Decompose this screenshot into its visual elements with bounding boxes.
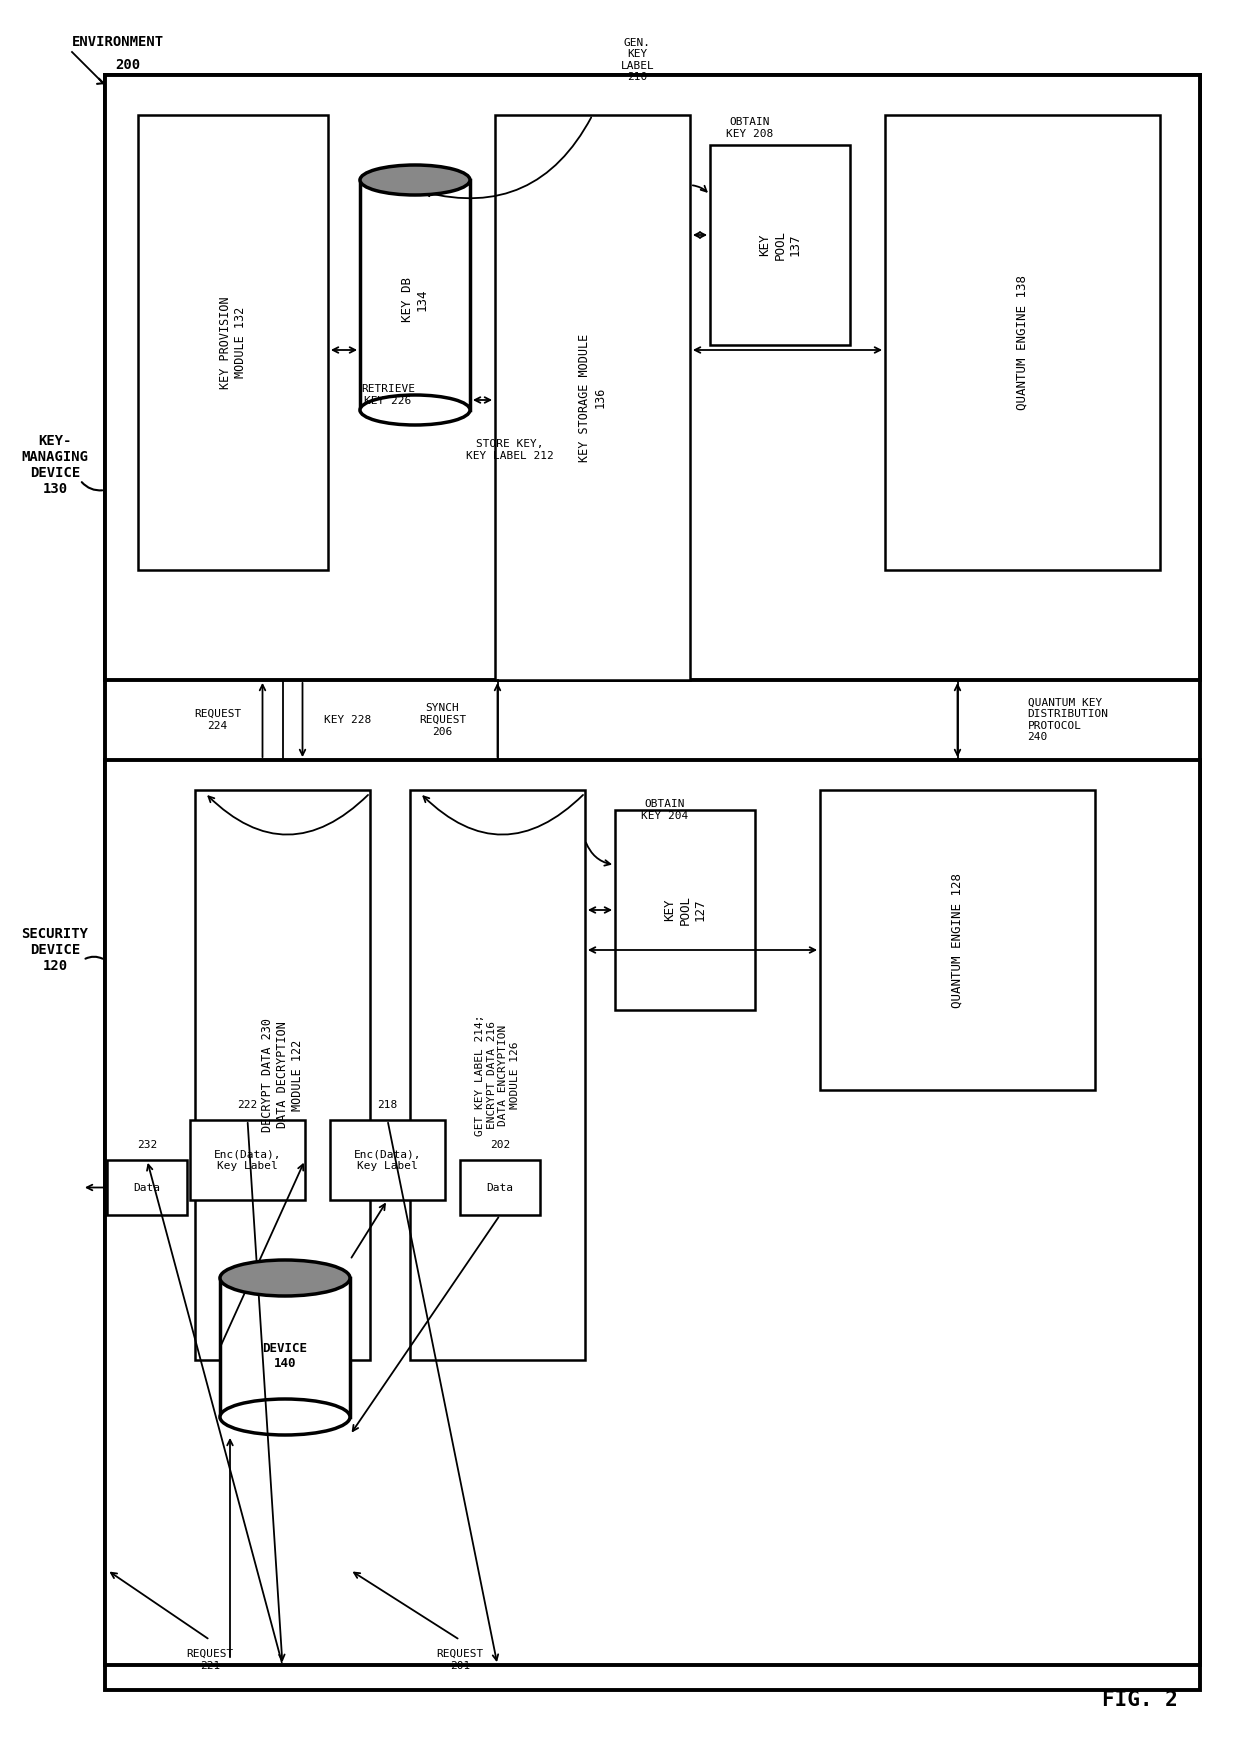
- Bar: [495, 116, 689, 679]
- Bar: [190, 1121, 305, 1199]
- Text: OBTAIN
KEY 204: OBTAIN KEY 204: [641, 798, 688, 821]
- Text: GEN.
KEY
LABEL
210: GEN. KEY LABEL 210: [621, 37, 655, 82]
- Text: DEVICE
140: DEVICE 140: [263, 1341, 308, 1369]
- Text: QUANTUM KEY
DISTRIBUTION
PROTOCOL
240: QUANTUM KEY DISTRIBUTION PROTOCOL 240: [1028, 697, 1109, 742]
- Text: KEY DB
134: KEY DB 134: [401, 277, 429, 322]
- Ellipse shape: [219, 1399, 350, 1436]
- Text: KEY-
MANAGING
DEVICE
130: KEY- MANAGING DEVICE 130: [21, 434, 88, 496]
- Text: QUANTUM ENGINE 138: QUANTUM ENGINE 138: [1016, 275, 1029, 410]
- Text: STORE KEY,
KEY LABEL 212: STORE KEY, KEY LABEL 212: [466, 440, 554, 461]
- Text: 218: 218: [377, 1100, 398, 1110]
- Text: 202: 202: [490, 1140, 510, 1150]
- Bar: [460, 1159, 539, 1215]
- Text: KEY
POOL
137: KEY POOL 137: [759, 229, 801, 259]
- Ellipse shape: [219, 1261, 350, 1296]
- Bar: [410, 790, 585, 1361]
- Text: DECRYPT DATA 230
DATA DECRYPTION
MODULE 122: DECRYPT DATA 230 DATA DECRYPTION MODULE …: [260, 1017, 304, 1131]
- Bar: [105, 75, 1200, 679]
- Text: 222: 222: [237, 1100, 258, 1110]
- Bar: [107, 1159, 187, 1215]
- Text: GET KEY LABEL 214;
ENCRYPT DATA 216
DATA ENCRYPTION
MODULE 126: GET KEY LABEL 214; ENCRYPT DATA 216 DATA…: [475, 1014, 520, 1136]
- Text: REQUEST
221: REQUEST 221: [186, 1649, 233, 1670]
- Text: Data: Data: [486, 1182, 513, 1192]
- Text: KEY 228: KEY 228: [324, 714, 371, 725]
- Bar: [360, 180, 470, 410]
- Bar: [105, 760, 1200, 1665]
- Text: 200: 200: [115, 58, 140, 72]
- Text: SECURITY
DEVICE
120: SECURITY DEVICE 120: [21, 926, 88, 974]
- Bar: [195, 790, 370, 1361]
- Bar: [615, 811, 755, 1010]
- Text: Data: Data: [134, 1182, 160, 1192]
- Text: Enc(Data),
Key Label: Enc(Data), Key Label: [213, 1149, 281, 1171]
- Text: ENVIRONMENT: ENVIRONMENT: [72, 35, 164, 49]
- Text: FIG. 2: FIG. 2: [1102, 1690, 1178, 1711]
- Ellipse shape: [360, 165, 470, 194]
- Bar: [820, 790, 1095, 1091]
- Text: OBTAIN
KEY 208: OBTAIN KEY 208: [727, 117, 774, 138]
- Bar: [711, 145, 849, 345]
- Text: SYNCH
REQUEST
206: SYNCH REQUEST 206: [419, 704, 466, 737]
- Bar: [105, 75, 1200, 1690]
- Text: Enc(Data),
Key Label: Enc(Data), Key Label: [353, 1149, 422, 1171]
- Text: KEY
POOL
127: KEY POOL 127: [663, 895, 707, 925]
- Ellipse shape: [360, 396, 470, 425]
- Text: REQUEST
201: REQUEST 201: [436, 1649, 484, 1670]
- Bar: [885, 116, 1159, 571]
- Bar: [138, 116, 329, 571]
- Text: KEY STORAGE MODULE
136: KEY STORAGE MODULE 136: [579, 333, 606, 462]
- Text: REQUEST
224: REQUEST 224: [193, 709, 241, 730]
- Bar: [330, 1121, 445, 1199]
- Text: RETRIEVE
KEY 226: RETRIEVE KEY 226: [361, 383, 415, 406]
- Text: KEY PROVISION
MODULE 132: KEY PROVISION MODULE 132: [219, 296, 247, 389]
- Text: 232: 232: [136, 1140, 157, 1150]
- Bar: [219, 1278, 350, 1417]
- Text: QUANTUM ENGINE 128: QUANTUM ENGINE 128: [951, 872, 963, 1007]
